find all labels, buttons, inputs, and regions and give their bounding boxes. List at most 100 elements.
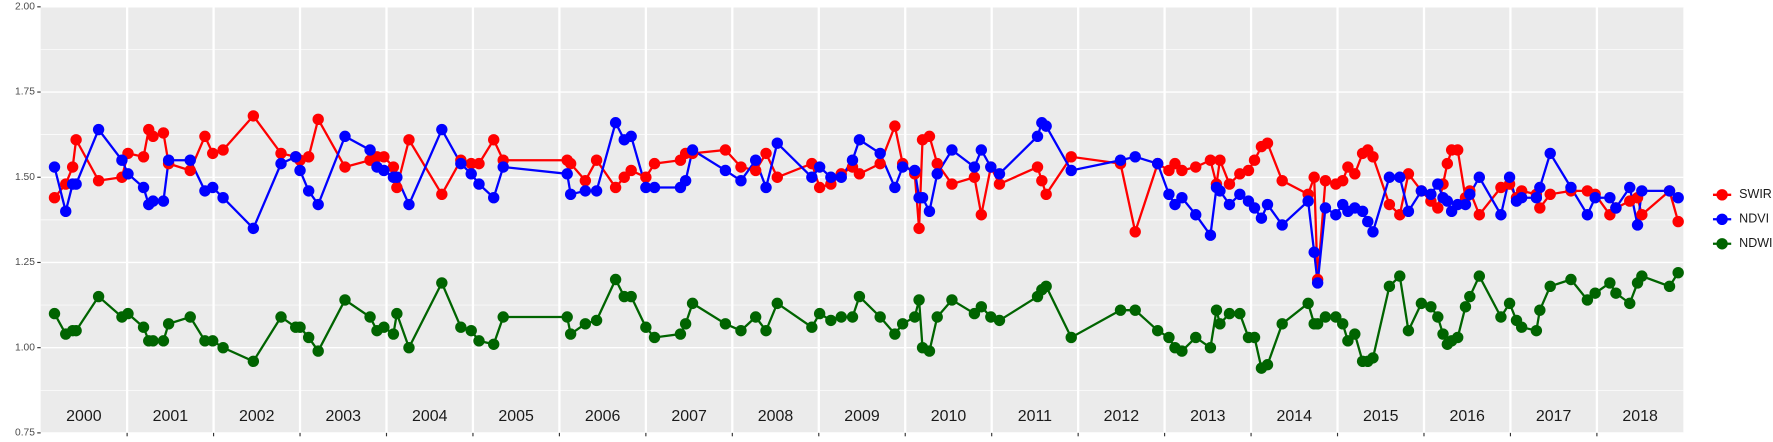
data-point [561,311,573,323]
data-point [1151,157,1164,170]
data-point [579,185,592,197]
data-point [640,321,652,333]
y-tick-label: 1.25 [15,257,35,268]
data-point [1214,185,1226,197]
data-point [1432,202,1444,214]
data-point [199,335,211,347]
data-point [1248,331,1261,344]
data-point [312,198,324,211]
data-point [302,185,315,197]
data-point [1394,171,1406,183]
year-label: 2001 [153,408,189,425]
data-point [719,144,732,156]
data-point [1663,185,1676,197]
y-tick-label: 0.75 [15,428,35,439]
y-tick-label: 1.00 [15,342,35,353]
data-point [749,164,762,177]
data-point [1459,198,1472,211]
data-point [1610,287,1622,299]
data-point [247,355,260,368]
data-point [923,345,936,357]
data-point [294,321,306,333]
data-point [1065,164,1077,177]
data-point [1534,304,1546,316]
data-point [1114,154,1127,166]
data-point [391,307,403,320]
data-point [1311,318,1324,330]
legend-key [1716,238,1728,250]
data-point [1631,219,1644,231]
data-point [1473,171,1486,183]
data-point [946,294,958,306]
data-point [909,164,921,177]
data-point [1604,277,1616,289]
data-point [184,154,196,166]
data-point [923,205,936,218]
data-point [207,147,219,160]
data-point [1204,341,1217,354]
data-point [1261,359,1274,371]
data-point [735,324,747,337]
year-label: 2009 [844,408,880,425]
data-point [1581,209,1594,221]
data-point [137,181,150,194]
data-point [1624,181,1636,194]
data-point [302,331,315,344]
year-label: 2017 [1536,408,1572,425]
data-point [1031,161,1044,173]
data-point [1394,270,1406,282]
data-point [1223,307,1236,320]
data-point [1308,246,1320,258]
data-point [686,297,699,310]
data-point [1464,188,1476,200]
data-point [564,188,577,200]
data-point [378,164,390,177]
data-point [853,290,866,303]
data-point [207,335,219,347]
data-point [1349,328,1361,340]
data-point [1515,321,1528,333]
data-point [48,192,61,204]
data-point [760,147,772,160]
data-point [931,157,943,170]
data-point [1441,157,1454,170]
data-point [609,117,622,129]
data-point [853,134,866,146]
y-tick-label: 1.75 [15,87,35,98]
data-point [968,171,981,183]
data-point [497,161,509,173]
data-point [403,341,415,354]
data-point [846,311,859,323]
year-label: 2008 [758,408,794,425]
data-point [648,331,661,344]
data-point [1383,171,1396,183]
data-point [1473,270,1486,282]
data-point [122,168,134,180]
year-label: 2014 [1277,408,1313,425]
data-point [184,164,196,177]
data-point [1495,311,1507,323]
data-point [679,174,692,187]
data-point [1441,195,1454,207]
data-point [1515,192,1528,204]
data-point [625,130,637,143]
data-point [975,144,988,156]
data-point [975,209,988,221]
data-point [92,174,105,187]
data-point [1163,331,1175,344]
year-label: 2000 [66,408,102,425]
year-label: 2006 [585,408,621,425]
data-point [1544,280,1556,293]
data-point [312,113,324,126]
data-point [1565,181,1577,194]
data-point [719,164,732,177]
data-point [387,161,400,173]
data-point [1672,266,1684,279]
data-point [1452,331,1464,344]
data-point [1176,345,1188,357]
data-point [122,307,134,320]
data-point [896,161,909,173]
data-point [640,181,652,194]
data-point [1530,324,1543,337]
